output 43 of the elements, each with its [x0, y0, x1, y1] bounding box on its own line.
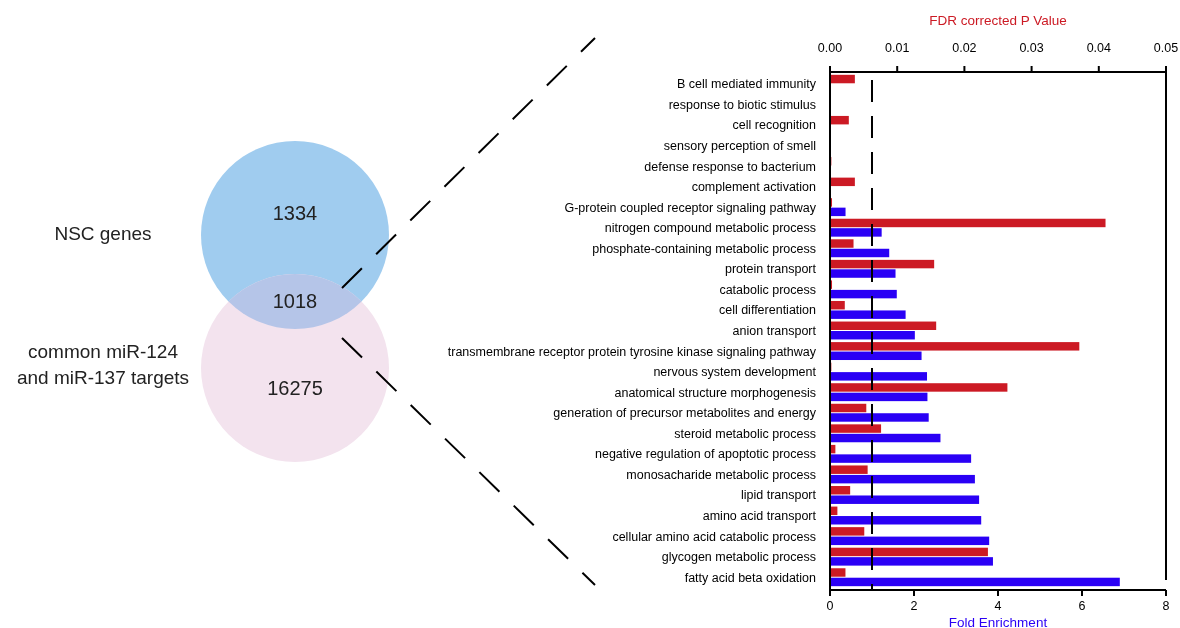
y-tick-label: transmembrane receptor protein tyrosine kinase signaling pathway — [447, 344, 817, 359]
y-tick-label: anion transport — [732, 324, 817, 338]
y-tick-label: defense response to bacterium — [644, 159, 816, 174]
category-label: NSC genes — [54, 223, 152, 244]
y-tick-label: glycogen metabolic process — [661, 550, 816, 565]
data-label: 16275 — [267, 377, 323, 399]
x-tick-label: 2 — [910, 599, 918, 613]
y-tick-label: protein transport — [724, 262, 817, 277]
x-tick-label: 0 — [826, 599, 834, 613]
y-tick-label: steroid metabolic process — [674, 426, 816, 441]
y-tick-label: cell differentiation — [718, 303, 817, 318]
y-tick-label: sensory perception of smell — [663, 138, 816, 153]
category-label: common miR-124 and miR-137 targets — [16, 341, 190, 388]
y-tick-label: phosphate-containing metabolic process — [592, 241, 816, 256]
y-tick-label: G-protein coupled receptor signaling pathway — [564, 200, 817, 215]
y-tick-label: complement activation — [691, 180, 817, 195]
x-tick-label: 6 — [1078, 599, 1086, 613]
x-tick-label: 4 — [994, 599, 1002, 613]
data-label: 1018 — [272, 290, 318, 312]
x2-tick-label: 0.00 — [817, 41, 843, 55]
y-tick-label: fatty acid beta oxidation — [684, 570, 817, 585]
x2-axis-title: FDR corrected P Value — [929, 13, 1067, 28]
x2-tick-label: 0.01 — [885, 41, 910, 55]
y-tick-label: amino acid transport — [702, 509, 817, 524]
x2-tick-label: 0.05 — [1153, 41, 1179, 55]
y-tick-label: response to biotic stimulus — [668, 97, 816, 112]
x2-tick-label: 0.03 — [1019, 41, 1044, 55]
y-tick-label: nitrogen compound metabolic process — [604, 221, 816, 236]
y-tick-label: generation of precursor metabolites and energy — [553, 406, 817, 421]
y-tick-label: catabolic process — [719, 282, 816, 297]
x-tick-label: 8 — [1162, 599, 1170, 613]
x-axis-title: Fold Enrichment — [948, 615, 1048, 628]
x2-tick-label: 0.04 — [1086, 41, 1111, 55]
y-tick-label: B cell mediated immunity — [677, 77, 817, 92]
data-label: 1334 — [272, 202, 318, 224]
y-tick-label: nervous system development — [653, 365, 817, 380]
y-tick-label: cellular amino acid catabolic process — [612, 529, 816, 544]
y-tick-label: anatomical structure morphogenesis — [614, 385, 816, 400]
y-tick-label: cell recognition — [732, 118, 817, 133]
y-tick-label: negative regulation of apoptotic process — [595, 447, 816, 462]
x2-tick-label: 0.02 — [952, 41, 977, 55]
y-tick-label: monosacharide metabolic process — [626, 467, 816, 482]
y-tick-label: lipid transport — [740, 488, 817, 503]
